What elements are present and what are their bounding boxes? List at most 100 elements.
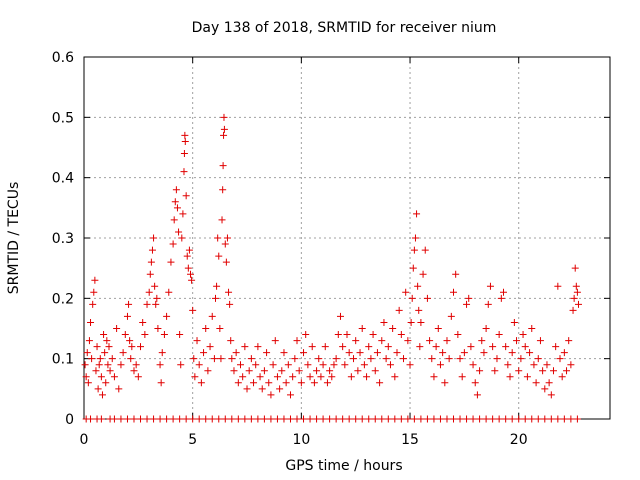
data-point <box>286 415 294 423</box>
data-point <box>94 385 102 393</box>
data-point <box>482 325 490 332</box>
data-point <box>569 306 577 314</box>
data-point <box>460 349 468 357</box>
data-point <box>326 415 334 423</box>
data-point <box>127 355 135 363</box>
data-point <box>81 361 89 369</box>
data-point <box>170 216 178 224</box>
data-point <box>87 318 95 326</box>
data-point <box>179 210 187 218</box>
data-point <box>204 367 212 375</box>
data-point <box>293 415 301 423</box>
data-point <box>334 331 342 339</box>
data-point <box>554 415 562 423</box>
data-point <box>167 258 175 266</box>
data-point <box>228 415 236 423</box>
data-point <box>280 349 288 357</box>
data-point <box>213 282 221 290</box>
data-point <box>219 162 227 170</box>
data-point <box>539 367 547 375</box>
data-point <box>178 234 186 242</box>
data-point <box>450 288 458 296</box>
data-point <box>183 252 191 260</box>
y-tick-label: 0.4 <box>52 171 74 187</box>
y-tick-label: 0 <box>65 412 74 428</box>
data-point <box>354 367 362 375</box>
data-point <box>502 343 510 351</box>
data-point <box>513 337 521 345</box>
data-point <box>441 379 449 387</box>
data-point <box>187 270 195 278</box>
data-point <box>573 288 581 296</box>
data-point <box>228 355 236 363</box>
data-point <box>397 415 405 423</box>
data-point <box>417 415 425 423</box>
data-point <box>130 415 138 423</box>
data-point <box>523 373 531 381</box>
x-tick-label: 0 <box>80 432 89 448</box>
data-point <box>105 343 113 351</box>
data-point <box>184 264 192 272</box>
data-point <box>97 415 105 423</box>
data-point <box>263 349 271 357</box>
data-point <box>202 325 210 332</box>
data-point <box>98 391 106 399</box>
data-point <box>408 294 416 302</box>
data-point <box>234 379 242 387</box>
data-point <box>423 294 431 302</box>
data-point <box>236 361 244 369</box>
data-point <box>284 361 292 369</box>
data-point <box>85 337 93 345</box>
data-point <box>217 355 225 363</box>
data-point <box>293 337 301 345</box>
data-point <box>484 300 492 308</box>
data-point <box>552 343 560 351</box>
data-point <box>397 331 405 339</box>
data-point <box>521 343 529 351</box>
data-point <box>220 125 228 133</box>
y-tick-label: 0.1 <box>52 352 74 368</box>
data-point <box>84 379 92 387</box>
x-tick-label: 20 <box>510 432 528 448</box>
data-point <box>280 415 288 423</box>
data-point <box>82 373 90 381</box>
data-point <box>126 337 134 345</box>
data-point <box>426 337 434 345</box>
data-point <box>302 331 310 339</box>
data-point <box>391 415 399 423</box>
data-point <box>400 355 408 363</box>
data-point <box>528 415 536 423</box>
data-point <box>434 325 442 332</box>
data-point <box>278 367 286 375</box>
data-point <box>489 415 497 423</box>
data-point <box>230 367 238 375</box>
data-point <box>291 355 299 363</box>
data-point <box>100 331 108 339</box>
y-axis-label: SRMTID / TECUs <box>6 182 22 295</box>
data-point <box>108 355 116 363</box>
data-point <box>195 361 203 369</box>
data-point <box>208 415 216 423</box>
y-tick-label: 0.6 <box>52 50 74 66</box>
data-point <box>200 349 208 357</box>
data-point <box>181 137 189 145</box>
data-point <box>406 361 414 369</box>
data-point <box>332 355 340 363</box>
data-point <box>439 349 447 357</box>
data-point <box>182 192 190 200</box>
data-point <box>254 415 262 423</box>
data-point <box>247 355 255 363</box>
data-point <box>519 331 527 339</box>
data-point <box>404 415 412 423</box>
data-point <box>417 318 425 326</box>
data-point <box>173 204 181 212</box>
data-point <box>384 343 392 351</box>
data-point <box>241 343 249 351</box>
data-point <box>132 361 140 369</box>
data-point <box>469 361 477 369</box>
data-point <box>480 349 488 357</box>
data-point <box>226 300 234 308</box>
data-point <box>510 318 518 326</box>
data-point <box>476 367 484 375</box>
data-point <box>517 355 525 363</box>
